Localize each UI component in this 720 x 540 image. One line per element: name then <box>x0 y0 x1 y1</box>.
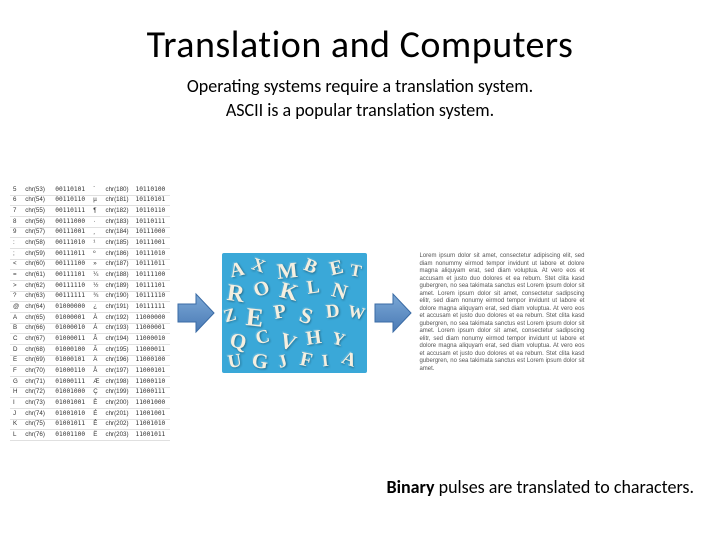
ascii-row: Ichr(73)01001001 <box>10 398 90 409</box>
content-row: 5chr(53)001101016chr(54)001101107chr(55)… <box>10 185 710 441</box>
ascii-row: Jchr(74)01001010 <box>10 409 90 420</box>
arrow-right-icon <box>373 290 413 336</box>
ascii-row: Ächr(196)11000100 <box>90 355 170 366</box>
ascii-row: Àchr(192)11000000 <box>90 313 170 324</box>
bottom-caption: Binary pulses are translated to characte… <box>386 476 694 498</box>
ascii-row: <chr(60)00111100 <box>10 259 90 270</box>
scattered-letter: T <box>349 260 364 282</box>
slide-subtitle: Operating systems require a translation … <box>0 74 720 123</box>
ascii-row: Hchr(72)01001000 <box>10 387 90 398</box>
ascii-row: 8chr(56)00111000 <box>10 217 90 228</box>
slide-title: Translation and Computers <box>0 0 720 68</box>
lorem-text: Lorem ipsum dolor sit amet, consectetur … <box>419 253 584 373</box>
ascii-row: Ëchr(203)11001011 <box>90 430 170 441</box>
ascii-row: =chr(61)00111101 <box>10 270 90 281</box>
ascii-row: :chr(58)00111010 <box>10 238 90 249</box>
scattered-letter: F <box>298 348 315 373</box>
ascii-row: 9chr(57)00111001 <box>10 227 90 238</box>
scattered-letter: X <box>250 254 269 278</box>
ascii-row: µchr(181)10110101 <box>90 195 170 206</box>
caption-bold: Binary <box>386 476 434 498</box>
ascii-row: Åchr(197)11000101 <box>90 366 170 377</box>
subtitle-line-2: ASCII is a popular translation system. <box>0 98 720 122</box>
arrow-right-icon <box>176 290 216 336</box>
ascii-row: »chr(187)10111011 <box>90 259 170 270</box>
ascii-row: ´chr(180)10110100 <box>90 185 170 195</box>
ascii-row: Áchr(193)11000001 <box>90 323 170 334</box>
ascii-table: 5chr(53)001101016chr(54)001101107chr(55)… <box>10 185 170 441</box>
ascii-row: Achr(65)01000001 <box>10 313 90 324</box>
ascii-row: >chr(62)00111110 <box>10 281 90 292</box>
ascii-row: Ãchr(195)11000011 <box>90 345 170 356</box>
ascii-table-left: 5chr(53)001101016chr(54)001101107chr(55)… <box>10 185 90 441</box>
ascii-row: Bchr(66)01000010 <box>10 323 90 334</box>
ascii-row: Gchr(71)01000111 <box>10 377 90 388</box>
ascii-row: ºchr(186)10111010 <box>90 249 170 260</box>
scattered-letter: L <box>306 276 322 300</box>
caption-rest: pulses are translated to characters. <box>435 476 694 498</box>
scattered-letter: G <box>251 348 271 373</box>
ascii-row: Âchr(194)11000010 <box>90 334 170 345</box>
scattered-letter: I <box>321 351 330 372</box>
ascii-row: Æchr(198)11000110 <box>90 377 170 388</box>
ascii-row: @chr(64)01000000 <box>10 302 90 313</box>
scattered-letter: W <box>347 302 368 325</box>
ascii-row: 6chr(54)00110110 <box>10 195 90 206</box>
scattered-letter: D <box>325 300 341 323</box>
ascii-row: ¼chr(188)10111100 <box>90 270 170 281</box>
ascii-row: ?chr(63)00111111 <box>10 291 90 302</box>
ascii-row: 7chr(55)00110111 <box>10 206 90 217</box>
ascii-row: Dchr(68)01000100 <box>10 345 90 356</box>
ascii-row: Echr(69)01000101 <box>10 355 90 366</box>
ascii-row: Kchr(75)01001011 <box>10 419 90 430</box>
ascii-row: ;chr(59)00111011 <box>10 249 90 260</box>
ascii-row: ¾chr(190)10111110 <box>90 291 170 302</box>
ascii-row: ½chr(189)10111101 <box>90 281 170 292</box>
ascii-row: Fchr(70)01000110 <box>10 366 90 377</box>
ascii-row: ¶chr(182)10110110 <box>90 206 170 217</box>
subtitle-line-1: Operating systems require a translation … <box>0 74 720 98</box>
letters-image: AXMBETROKLNZEPSDWQCVHYUGJFIA <box>222 253 367 373</box>
scattered-letter: H <box>305 326 324 351</box>
ascii-row: 5chr(53)00110101 <box>10 185 90 195</box>
ascii-row: Êchr(202)11001010 <box>90 419 170 430</box>
scattered-letter: O <box>251 276 273 303</box>
ascii-table-right: ´chr(180)10110100µchr(181)10110101¶chr(1… <box>90 185 170 441</box>
ascii-row: Cchr(67)01000011 <box>10 334 90 345</box>
ascii-row: ¿chr(191)10111111 <box>90 302 170 313</box>
ascii-row: Échr(201)11001001 <box>90 409 170 420</box>
ascii-row: ·chr(183)10110111 <box>90 217 170 228</box>
scattered-letter: C <box>254 326 273 351</box>
ascii-row: Lchr(76)01001100 <box>10 430 90 441</box>
ascii-row: Èchr(200)11001000 <box>90 398 170 409</box>
ascii-row: ¹chr(185)10111001 <box>90 238 170 249</box>
ascii-row: ¸chr(184)10111000 <box>90 227 170 238</box>
ascii-row: Çchr(199)11000111 <box>90 387 170 398</box>
